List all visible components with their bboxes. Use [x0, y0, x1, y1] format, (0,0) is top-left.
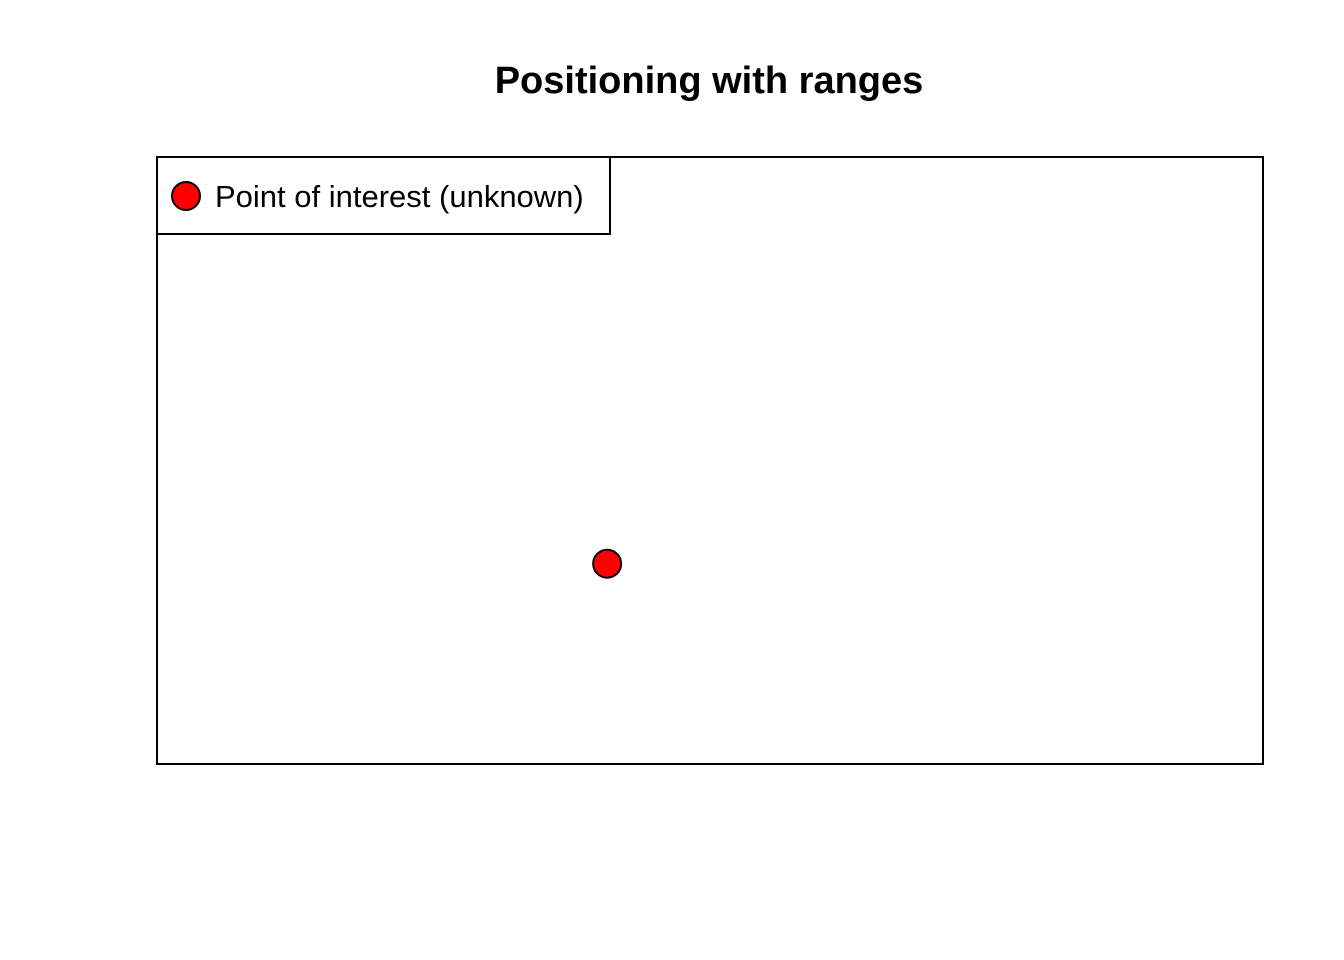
- legend: Point of interest (unknown): [156, 156, 611, 235]
- chart-title: Positioning with ranges: [495, 60, 924, 102]
- legend-label: Point of interest (unknown): [215, 179, 584, 214]
- legend-marker-icon: [171, 181, 201, 211]
- data-points: [592, 548, 623, 579]
- plot-area-border: [156, 156, 1264, 765]
- legend-box: [156, 156, 611, 235]
- data-point: [592, 548, 623, 579]
